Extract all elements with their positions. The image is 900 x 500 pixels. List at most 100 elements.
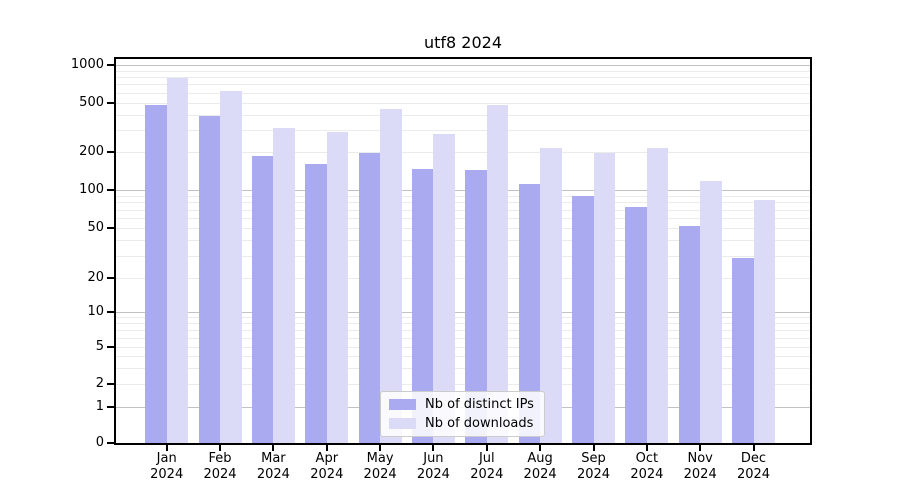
bar-oct-downloads bbox=[646, 148, 669, 443]
x-tick-month-apr: Apr bbox=[315, 451, 339, 466]
x-tick-aug bbox=[539, 445, 542, 451]
gridline-900 bbox=[116, 70, 810, 72]
gridline-70 bbox=[116, 209, 810, 211]
y-tick-2 bbox=[107, 383, 114, 385]
x-tick-jun bbox=[432, 445, 435, 451]
x-tick-apr bbox=[325, 445, 328, 451]
x-tick-label-may: May 2024 bbox=[348, 451, 412, 482]
gridline-80 bbox=[116, 202, 810, 204]
x-tick-feb bbox=[219, 445, 221, 451]
x-tick-label-mar: Mar 2024 bbox=[241, 451, 305, 482]
gridline-500 bbox=[116, 102, 810, 104]
x-tick-month-mar: Mar bbox=[261, 451, 286, 466]
x-tick-year-feb: 2024 bbox=[203, 466, 237, 482]
y-tick-label-50: 50 bbox=[87, 220, 104, 235]
bar-apr-downloads bbox=[326, 131, 349, 443]
bar-may-downloads bbox=[380, 109, 402, 443]
y-tick-label-10: 10 bbox=[87, 304, 104, 319]
y-tick-0 bbox=[107, 442, 114, 444]
bar-sep-downloads bbox=[593, 153, 615, 443]
x-tick-label-aug: Aug 2024 bbox=[508, 451, 572, 482]
gridline-300 bbox=[116, 130, 810, 132]
x-tick-dec bbox=[752, 445, 755, 451]
x-tick-month-jun: Jun bbox=[423, 451, 444, 466]
x-tick-year-jun: 2024 bbox=[416, 466, 450, 482]
x-tick-year-nov: 2024 bbox=[683, 466, 717, 482]
gridline-800 bbox=[116, 77, 810, 79]
x-tick-year-oct: 2024 bbox=[630, 466, 664, 482]
x-tick-jul bbox=[485, 445, 488, 451]
gridline-5 bbox=[116, 347, 810, 348]
gridline-10 bbox=[116, 312, 810, 313]
x-tick-year-dec: 2024 bbox=[736, 466, 771, 482]
x-tick-sep bbox=[592, 445, 595, 451]
bar-oct-ips bbox=[625, 206, 647, 443]
x-tick-label-sep: Sep 2024 bbox=[562, 451, 626, 482]
gridline-8 bbox=[116, 323, 810, 325]
x-tick-year-apr: 2024 bbox=[310, 466, 344, 482]
legend-item-downloads: Nb of downloads bbox=[389, 416, 544, 431]
gridline-1000 bbox=[116, 65, 810, 66]
x-tick-year-may: 2024 bbox=[363, 466, 397, 482]
chart-legend: Nb of distinct IPs Nb of downloads bbox=[380, 391, 545, 437]
bar-jun-downloads bbox=[433, 134, 455, 443]
gridline-4 bbox=[116, 356, 810, 357]
y-tick-label-100: 100 bbox=[79, 182, 104, 197]
x-tick-year-jul: 2024 bbox=[470, 466, 504, 482]
legend-item-distinct-ips: Nb of distinct IPs bbox=[389, 397, 544, 412]
y-tick-500 bbox=[107, 101, 114, 104]
bar-feb-ips bbox=[198, 115, 220, 443]
bar-mar-downloads bbox=[273, 128, 295, 443]
x-tick-label-feb: Feb 2024 bbox=[188, 451, 252, 482]
gridline-100 bbox=[116, 190, 810, 191]
x-tick-month-jul: Jul bbox=[478, 451, 495, 466]
bar-may-ips bbox=[358, 153, 381, 443]
chart-title: utf8 2024 bbox=[423, 33, 503, 52]
x-tick-month-may: May bbox=[366, 451, 394, 466]
bar-nov-ips bbox=[678, 225, 701, 443]
y-tick-label-1: 1 bbox=[95, 399, 104, 414]
bar-aug-ips bbox=[518, 183, 541, 443]
x-tick-year-aug: 2024 bbox=[523, 466, 557, 482]
legend-swatch-downloads bbox=[389, 418, 416, 429]
x-tick-label-oct: Oct 2024 bbox=[615, 451, 679, 482]
bar-mar-ips bbox=[251, 156, 274, 443]
y-tick-10 bbox=[107, 311, 114, 313]
y-tick-label-0: 0 bbox=[95, 435, 104, 450]
x-tick-month-dec: Dec bbox=[740, 451, 767, 466]
gridline-50 bbox=[116, 228, 810, 229]
bar-jul-ips bbox=[465, 170, 487, 443]
gridline-20 bbox=[116, 278, 810, 279]
gridline-60 bbox=[116, 218, 810, 219]
x-tick-month-feb: Feb bbox=[208, 451, 232, 466]
y-tick-label-2: 2 bbox=[95, 376, 104, 391]
legend-swatch-distinct-ips bbox=[389, 399, 416, 410]
x-tick-month-nov: Nov bbox=[687, 451, 713, 466]
y-tick-label-20: 20 bbox=[87, 270, 104, 285]
bar-jan-downloads bbox=[166, 77, 189, 443]
x-tick-may bbox=[379, 445, 382, 451]
gridline-9 bbox=[116, 317, 810, 319]
y-tick-1000 bbox=[107, 64, 114, 66]
y-tick-label-5: 5 bbox=[95, 339, 104, 354]
gridline-600 bbox=[116, 92, 810, 94]
x-tick-year-jan: 2024 bbox=[150, 466, 184, 482]
bar-feb-downloads bbox=[220, 90, 242, 443]
bar-dec-downloads bbox=[753, 199, 775, 443]
y-tick-20 bbox=[107, 277, 114, 279]
x-tick-label-jul: Jul 2024 bbox=[455, 451, 519, 482]
gridline-200 bbox=[116, 152, 810, 153]
gridline-3 bbox=[116, 367, 810, 369]
x-tick-label-jan: Jan 2024 bbox=[135, 451, 199, 482]
bar-jul-downloads bbox=[486, 105, 509, 443]
x-tick-month-oct: Oct bbox=[635, 451, 659, 466]
x-tick-label-dec: Dec 2024 bbox=[722, 451, 786, 482]
x-tick-nov bbox=[699, 445, 702, 451]
bar-aug-downloads bbox=[540, 148, 562, 443]
x-tick-label-jun: Jun 2024 bbox=[401, 451, 465, 482]
y-tick-label-500: 500 bbox=[79, 94, 104, 110]
x-tick-year-sep: 2024 bbox=[576, 466, 611, 482]
x-tick-oct bbox=[645, 445, 648, 451]
gridline-6 bbox=[116, 337, 810, 339]
